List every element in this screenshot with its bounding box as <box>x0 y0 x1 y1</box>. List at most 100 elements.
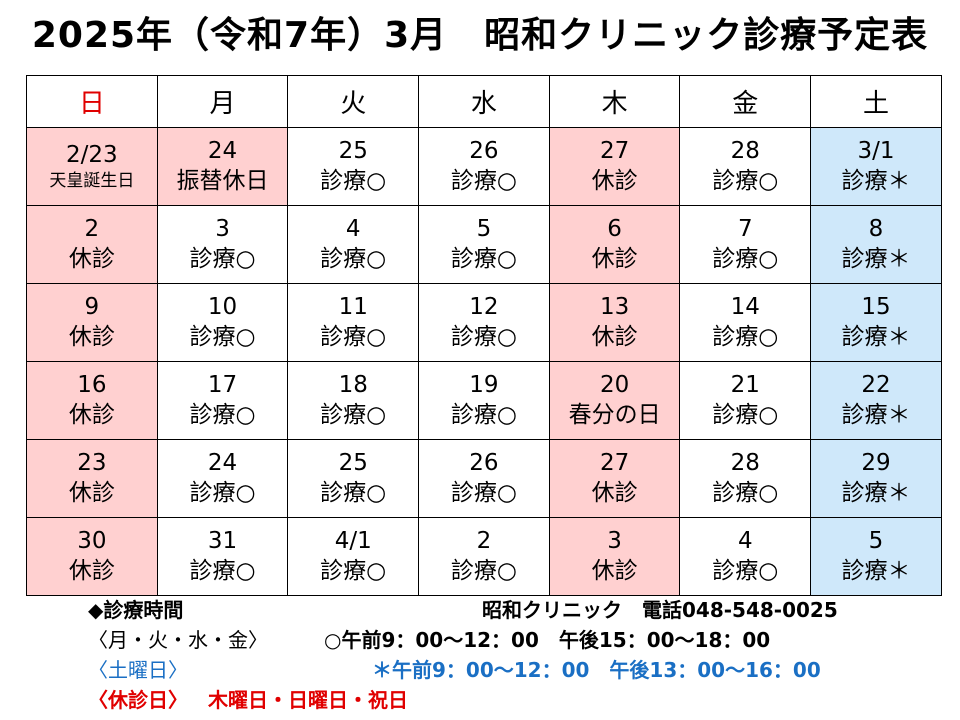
saturday-label: 〈土曜日〉 <box>88 658 188 682</box>
day-status: 診療＊ <box>841 167 911 194</box>
day-status: 診療○ <box>712 557 779 584</box>
day-cell: 16 休診 <box>26 361 158 440</box>
day-status: 診療＊ <box>841 401 911 428</box>
day-number: 26 <box>469 449 499 476</box>
day-status: 振替休日 <box>176 167 269 194</box>
day-cell: 17 診療○ <box>156 361 289 440</box>
day-status: 診療○ <box>189 557 256 584</box>
day-cell: 25 診療○ <box>287 439 420 518</box>
day-status: 診療○ <box>712 323 779 350</box>
day-status: 診療＊ <box>841 557 911 584</box>
day-status: 診療＊ <box>841 479 911 506</box>
day-status: 休診 <box>591 479 638 506</box>
day-number: 19 <box>469 371 499 398</box>
day-number: 16 <box>77 371 107 398</box>
day-cell: 22 診療＊ <box>810 361 942 440</box>
day-status: 休診 <box>68 401 115 428</box>
day-status: 診療○ <box>712 167 779 194</box>
week-row: 16 休診 17 診療○ 18 診療○ 19 診療○ 20 春分の日 21 診療○ 22 診療… <box>26 361 942 440</box>
day-cell: 28 診療○ <box>679 439 812 518</box>
day-status: 診療○ <box>712 479 779 506</box>
day-number: 3 <box>215 215 230 242</box>
day-number: 24 <box>207 137 238 164</box>
day-status: 診療○ <box>189 245 256 272</box>
clinic-contact: 昭和クリニック 電話048-548-0025 <box>482 598 838 622</box>
day-status: 春分の日 <box>568 401 661 428</box>
day-number: 22 <box>861 371 891 398</box>
day-status: 診療○ <box>450 323 517 350</box>
day-cell: 31 診療○ <box>156 517 289 596</box>
day-number: 14 <box>730 293 760 320</box>
day-status: 診療○ <box>189 323 256 350</box>
day-cell: 18 診療○ <box>287 361 420 440</box>
weekday-header-sun: 日 <box>26 75 158 128</box>
day-status: 診療＊ <box>841 245 911 272</box>
week-row: 23 休診 24 診療○ 25 診療○ 26 診療○ 27 休診 28 診療○ 29 診療＊ <box>26 439 942 518</box>
day-number: 6 <box>607 215 622 242</box>
day-number: 21 <box>730 371 760 398</box>
day-cell: 30 休診 <box>26 517 158 596</box>
day-status: 診療○ <box>320 323 387 350</box>
weekday-header-row: 日 月 火 水 木 金 土 <box>26 75 942 128</box>
day-status: 休診 <box>68 323 115 350</box>
day-cell: 28 診療○ <box>679 127 812 206</box>
day-number: 4 <box>345 215 361 242</box>
day-cell: 24 振替休日 <box>156 127 289 206</box>
day-cell: 5 診療○ <box>418 205 550 284</box>
day-cell: 4 診療○ <box>679 517 812 596</box>
day-status: 診療○ <box>320 557 387 584</box>
day-status: 診療○ <box>712 401 779 428</box>
day-cell: 10 診療○ <box>156 283 289 362</box>
day-number: 7 <box>737 215 753 242</box>
day-cell: 2/23 天皇誕生日 <box>26 127 158 206</box>
day-cell: 15 診療＊ <box>810 283 942 362</box>
day-cell: 29 診療＊ <box>810 439 942 518</box>
day-status: 診療○ <box>320 401 387 428</box>
day-number: 26 <box>469 137 499 164</box>
day-number: 18 <box>338 371 368 398</box>
day-cell: 21 診療○ <box>679 361 812 440</box>
day-cell: 27 休診 <box>548 127 681 206</box>
day-number: 4/1 <box>334 527 372 554</box>
day-status: 診療○ <box>450 167 517 194</box>
day-status: 診療○ <box>320 167 387 194</box>
day-cell: 8 診療＊ <box>810 205 942 284</box>
day-status: 診療○ <box>320 245 387 272</box>
day-cell: 6 休診 <box>548 205 681 284</box>
day-status: 休診 <box>68 245 115 272</box>
day-number: 2/23 <box>66 141 118 168</box>
day-cell: 3 診療○ <box>156 205 289 284</box>
day-number: 2 <box>476 527 492 554</box>
day-status: 診療○ <box>712 245 779 272</box>
day-cell: 3 休診 <box>548 517 681 596</box>
day-cell: 14 診療○ <box>679 283 812 362</box>
day-cell: 2 休診 <box>26 205 158 284</box>
weekday-hours: ○午前9：00～12：00 午後15：00～18：00 <box>324 628 771 652</box>
day-status: 診療＊ <box>841 323 911 350</box>
page-title: 2025年（令和7年）3月 昭和クリニック診療予定表 <box>31 15 929 56</box>
week-row: 2 休診 3 診療○ 4 診療○ 5 診療○ 6 休診 7 診療○ 8 診療＊ <box>26 205 942 284</box>
day-number: 17 <box>207 371 238 398</box>
day-status: 休診 <box>68 479 115 506</box>
day-cell: 25 診療○ <box>287 127 420 206</box>
weekday-header-wed: 水 <box>418 75 550 128</box>
day-cell: 7 診療○ <box>679 205 812 284</box>
day-number: 2 <box>84 215 100 242</box>
day-cell: 19 診療○ <box>418 361 550 440</box>
day-status: 休診 <box>68 557 115 584</box>
day-cell: 5 診療＊ <box>810 517 942 596</box>
day-status: 休診 <box>591 557 638 584</box>
day-status: 休診 <box>591 323 638 350</box>
day-number: 5 <box>476 215 492 242</box>
day-cell: 2 診療○ <box>418 517 550 596</box>
day-cell: 12 診療○ <box>418 283 550 362</box>
day-status: 天皇誕生日 <box>49 171 135 192</box>
day-number: 20 <box>599 371 630 398</box>
day-number: 27 <box>599 449 630 476</box>
day-cell: 4 診療○ <box>287 205 420 284</box>
day-number: 30 <box>77 527 107 554</box>
day-number: 3/1 <box>857 137 895 164</box>
weekday-label: 〈月・火・水・金〉 <box>88 628 268 652</box>
day-cell: 9 休診 <box>26 283 158 362</box>
day-number: 4 <box>737 527 753 554</box>
